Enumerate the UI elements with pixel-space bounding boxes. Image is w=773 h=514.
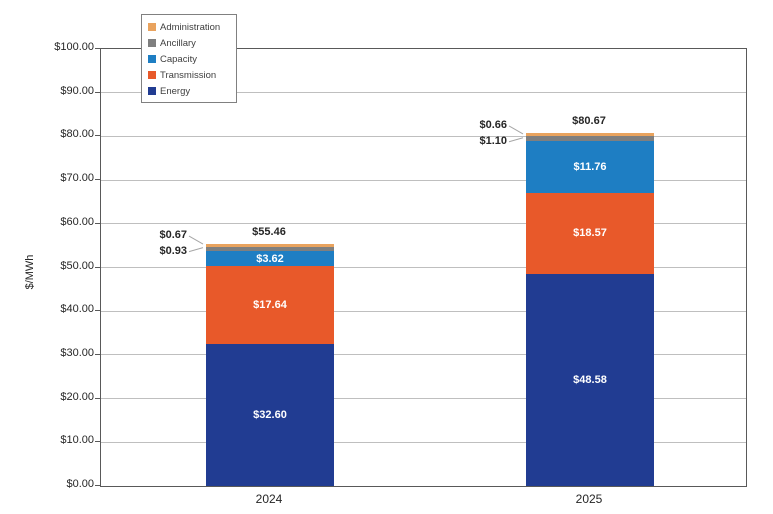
legend-entry-transmission: Transmission [148,67,231,83]
bar-segment-administration-2025 [526,133,654,137]
gridline [101,135,746,137]
legend-entry-capacity: Capacity [148,51,231,67]
bar-segment-ancillary-2024 [206,246,334,251]
y-tick-mark [95,441,100,443]
x-category-label-2024: 2024 [255,492,283,506]
legend-entry-administration: Administration [148,19,231,35]
y-tick-label: $60.00 [60,215,94,228]
bar-segment-capacity-2025: $11.76 [526,141,654,193]
y-tick-mark [95,353,100,355]
callout-label-administration-2024: $0.67 [159,229,187,242]
gridline [101,441,746,443]
bar-segment-ancillary-2025 [526,136,654,142]
y-tick-label: $10.00 [60,434,94,447]
legend-swatch-transmission [148,71,156,79]
bar-segment-value: $32.60 [253,408,287,421]
legend-entry-energy: Energy [148,83,231,99]
legend-label: Energy [160,85,191,97]
bar-segment-energy-2024: $32.60 [206,343,334,486]
gridline [101,223,746,225]
y-tick-label: $50.00 [60,259,94,272]
legend-label: Capacity [160,53,197,65]
legend-label: Ancillary [160,37,196,49]
bar-segment-value: $48.58 [573,373,607,386]
bar-segment-value: $11.76 [573,160,607,173]
y-tick-mark [95,135,100,137]
bar-total-label-2025: $80.67 [572,115,606,128]
y-tick-label: $100.00 [54,41,94,53]
gridline [101,398,746,400]
gridline [101,179,746,181]
plot-area: $32.60 $17.64 $3.62 $48.58 $18.57 $11.76 [100,48,747,487]
y-tick-label: $0.00 [66,478,94,490]
y-tick-mark [95,485,100,486]
legend-entry-ancillary: Ancillary [148,35,231,51]
y-axis-title: $/MWh [24,254,36,290]
bar-segment-value: $3.62 [256,252,284,265]
callout-label-ancillary-2025: $1.10 [479,134,507,147]
y-tick-mark [95,91,100,93]
legend-swatch-ancillary [148,39,156,47]
callout-label-ancillary-2024: $0.93 [159,244,187,257]
gridline [101,354,746,356]
y-tick-mark [95,179,100,181]
legend-label: Administration [160,21,221,33]
legend-label: Transmission [160,69,217,81]
gridline [101,267,746,268]
y-tick-mark [95,266,100,268]
y-tick-label: $20.00 [60,390,94,403]
bar-total-label-2024: $55.46 [252,225,286,238]
gridline [101,92,746,94]
y-tick-mark [95,397,100,399]
bar-segment-value: $17.64 [253,299,287,311]
bar-segment-value: $18.57 [573,227,607,240]
legend-swatch-capacity [148,55,156,63]
bar-segment-transmission-2025: $18.57 [526,192,654,274]
x-category-label-2025: 2025 [575,492,603,506]
y-tick-label: $90.00 [60,84,94,97]
y-tick-mark [95,48,100,49]
gridline [101,310,746,312]
legend-swatch-administration [148,23,156,31]
y-tick-mark [95,222,100,224]
legend-swatch-energy [148,87,156,95]
legend: Administration Ancillary Capacity Transmiss… [141,14,237,103]
bar-segment-administration-2024 [206,243,334,247]
bar-segment-energy-2025: $48.58 [526,273,654,486]
bar-segment-capacity-2024: $3.62 [206,250,334,267]
bar-segment-transmission-2024: $17.64 [206,266,334,344]
y-tick-mark [95,310,100,312]
y-tick-label: $30.00 [60,346,94,359]
callout-label-administration-2025: $0.66 [479,118,507,131]
y-tick-label: $70.00 [60,172,94,185]
y-tick-label: $80.00 [60,128,94,141]
y-tick-label: $40.00 [60,303,94,316]
